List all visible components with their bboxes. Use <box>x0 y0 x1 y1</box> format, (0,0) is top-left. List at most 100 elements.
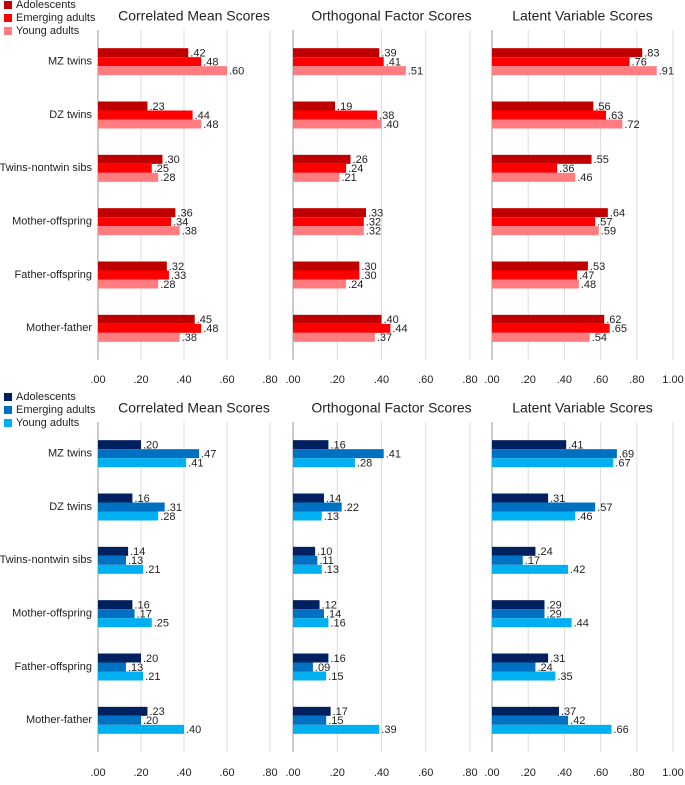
data-label: .42 <box>190 48 205 60</box>
bar <box>98 119 202 129</box>
x-tick-label: .20 <box>521 374 536 386</box>
data-label: .40 <box>186 724 201 736</box>
bar <box>98 671 144 681</box>
data-label: .16 <box>330 618 345 630</box>
data-label: .37 <box>377 332 392 344</box>
data-label: .69 <box>619 449 634 461</box>
category-label: Mother-father <box>26 322 92 334</box>
data-label: .46 <box>577 511 592 523</box>
bar <box>98 332 180 342</box>
data-label: .12 <box>322 600 337 612</box>
bar <box>293 609 324 619</box>
bar <box>293 511 322 521</box>
data-label: .53 <box>590 261 605 273</box>
bar <box>98 706 148 716</box>
data-label: .45 <box>197 314 212 326</box>
bar <box>98 261 167 271</box>
data-label: .20 <box>143 715 158 727</box>
bar <box>98 546 129 556</box>
data-label: .48 <box>203 119 218 131</box>
data-label: .62 <box>606 314 621 326</box>
data-label: .28 <box>160 279 175 291</box>
bar <box>293 270 360 280</box>
data-label: .31 <box>167 502 182 514</box>
bar <box>492 48 643 58</box>
bar <box>492 270 578 280</box>
x-tick-label: .80 <box>262 374 277 386</box>
bar <box>492 57 630 67</box>
bar <box>293 724 380 734</box>
category-label: MZ twins <box>48 448 93 460</box>
x-tick-label: .60 <box>418 374 433 386</box>
bar <box>98 48 189 58</box>
data-label: .26 <box>353 154 368 166</box>
legend-label: Emerging adults <box>16 404 96 416</box>
category-label: DZ twins <box>49 501 92 513</box>
bar <box>492 600 545 610</box>
x-tick-label: .40 <box>557 374 572 386</box>
x-tick-label: .00 <box>285 767 300 779</box>
legend-label: Young adults <box>16 417 80 429</box>
category-label: Twins-nontwin sibs <box>0 554 92 566</box>
bar <box>293 48 380 58</box>
data-label: .44 <box>195 110 210 122</box>
bar <box>98 270 169 280</box>
data-label: .30 <box>165 154 180 166</box>
bar <box>492 101 594 111</box>
data-label: .38 <box>182 332 197 344</box>
data-label: .42 <box>570 715 585 727</box>
bar <box>492 279 579 289</box>
data-label: .51 <box>408 66 423 78</box>
bar <box>98 653 141 663</box>
bar <box>492 172 576 182</box>
x-tick-label: .60 <box>219 767 234 779</box>
bar <box>293 323 391 333</box>
data-label: .22 <box>344 502 359 514</box>
x-tick-label: .40 <box>176 374 191 386</box>
bar <box>98 226 180 236</box>
data-label: .28 <box>357 458 372 470</box>
x-tick-label: .00 <box>90 767 105 779</box>
data-label: .33 <box>171 270 186 282</box>
data-label: .11 <box>319 555 333 567</box>
data-label: .65 <box>612 323 627 335</box>
data-label: .31 <box>550 653 565 665</box>
data-label: .64 <box>610 208 625 220</box>
bar <box>293 226 364 236</box>
data-label: .16 <box>134 600 149 612</box>
data-label: .36 <box>177 208 192 220</box>
x-tick-label: .20 <box>521 767 536 779</box>
data-label: .30 <box>361 261 376 273</box>
legend-label: Young adults <box>16 25 80 37</box>
data-label: .25 <box>154 618 169 630</box>
bar <box>492 564 569 574</box>
bar <box>293 706 331 716</box>
data-label: .40 <box>384 119 399 131</box>
bar <box>293 154 351 164</box>
bar <box>98 57 202 67</box>
data-label: .24 <box>537 662 552 674</box>
x-tick-label: .80 <box>462 767 477 779</box>
data-label: .14 <box>326 609 341 621</box>
bar <box>293 101 336 111</box>
data-label: .16 <box>134 493 149 505</box>
legend-swatch <box>4 14 12 22</box>
category-label: Mother-offspring <box>12 216 92 228</box>
bar <box>98 110 193 120</box>
bar <box>98 101 148 111</box>
bar <box>293 57 384 67</box>
data-label: .37 <box>561 706 576 718</box>
bar <box>293 332 375 342</box>
data-label: .24 <box>348 279 363 291</box>
bar <box>293 671 327 681</box>
bar <box>98 314 195 324</box>
panel-title: Correlated Mean Scores <box>118 8 270 24</box>
bar <box>492 662 536 672</box>
legend-label: Adolescents <box>16 391 76 403</box>
data-label: .41 <box>386 449 401 461</box>
bar <box>492 609 545 619</box>
data-label: .24 <box>348 163 363 175</box>
bar <box>293 261 360 271</box>
bar <box>98 493 133 503</box>
